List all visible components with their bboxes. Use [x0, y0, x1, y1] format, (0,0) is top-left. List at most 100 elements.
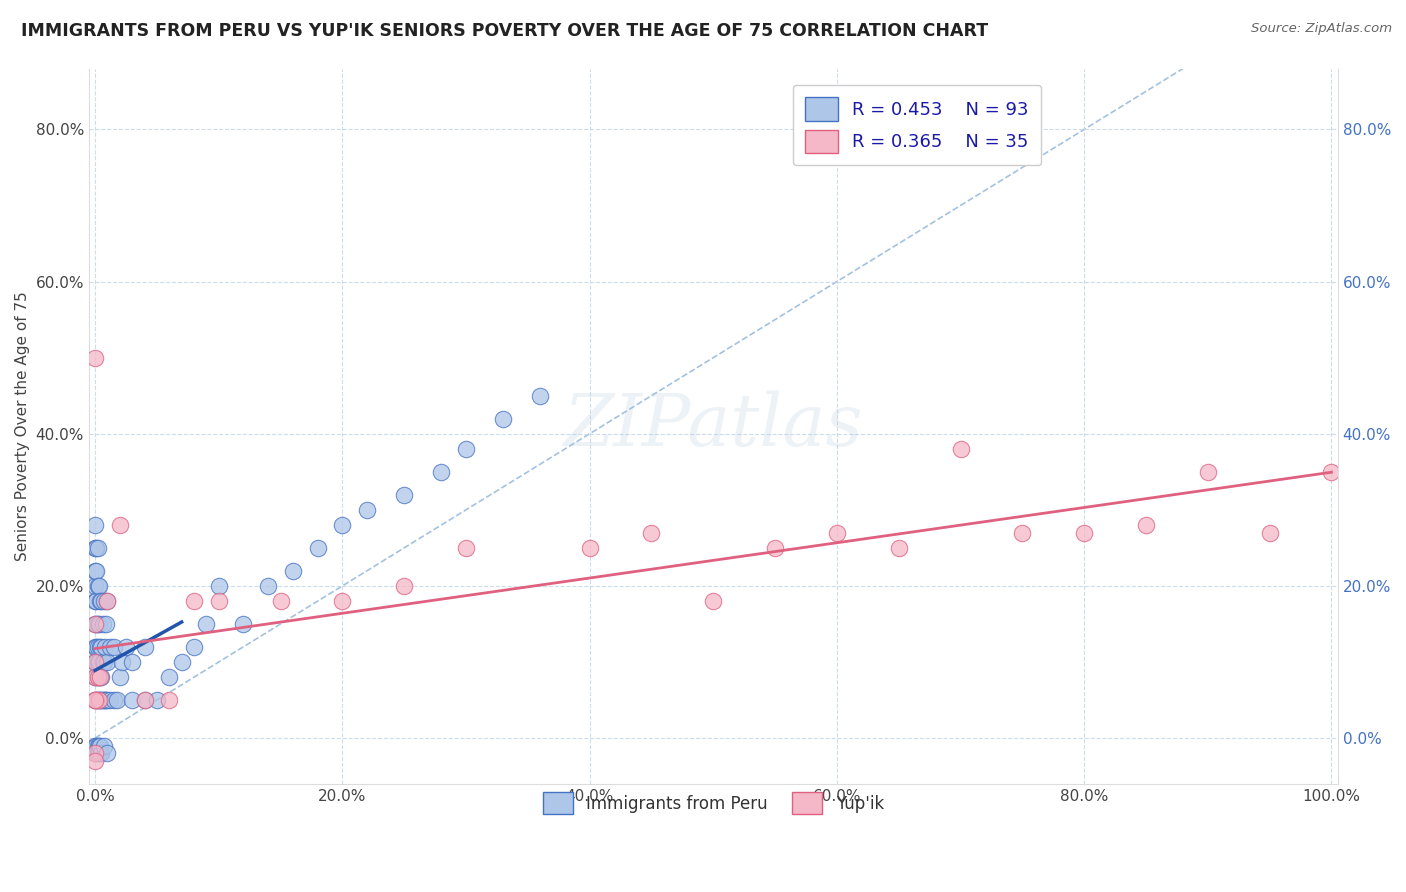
Point [87, 693, 110, 707]
Point [640, 525, 662, 540]
Point [84, 655, 107, 669]
Point [96, 747, 118, 761]
Point [702, 594, 724, 608]
Point [89, 670, 111, 684]
Point [949, 442, 972, 456]
Point [87, 579, 110, 593]
Point [84, 754, 107, 768]
Point [84, 594, 107, 608]
Point [170, 655, 193, 669]
Point [1011, 525, 1033, 540]
Point [134, 693, 156, 707]
Point [84, 518, 107, 533]
Point [86, 670, 108, 684]
Point [332, 518, 354, 533]
Point [96, 655, 118, 669]
Point [232, 616, 254, 631]
Point [157, 670, 180, 684]
Point [90, 747, 112, 761]
Point [578, 541, 600, 555]
Point [94, 693, 117, 707]
Point [454, 541, 477, 555]
Point [86, 693, 108, 707]
Point [108, 518, 131, 533]
Point [86, 670, 108, 684]
Point [98, 693, 121, 707]
Point [84, 616, 107, 631]
Point [93, 693, 115, 707]
Point [87, 747, 110, 761]
Point [87, 739, 110, 753]
Point [134, 693, 156, 707]
Point [183, 640, 205, 654]
Point [93, 594, 115, 608]
Point [89, 670, 111, 684]
Point [183, 594, 205, 608]
Point [281, 564, 304, 578]
Point [356, 503, 378, 517]
Point [332, 594, 354, 608]
Point [195, 616, 218, 631]
Point [115, 640, 138, 654]
Point [86, 739, 108, 753]
Point [1135, 518, 1157, 533]
Point [86, 693, 108, 707]
Point [84, 616, 107, 631]
Point [84, 693, 107, 707]
Point [111, 655, 134, 669]
Point [86, 594, 108, 608]
Point [86, 616, 108, 631]
Point [1320, 465, 1343, 479]
Point [93, 655, 115, 669]
Point [257, 579, 280, 593]
Point [86, 640, 108, 654]
Point [86, 616, 108, 631]
Point [90, 670, 112, 684]
Point [86, 747, 108, 761]
Point [87, 670, 110, 684]
Text: Source: ZipAtlas.com: Source: ZipAtlas.com [1251, 22, 1392, 36]
Point [86, 655, 108, 669]
Point [89, 739, 111, 753]
Point [103, 640, 125, 654]
Point [108, 670, 131, 684]
Point [887, 541, 910, 555]
Text: IMMIGRANTS FROM PERU VS YUP'IK SENIORS POVERTY OVER THE AGE OF 75 CORRELATION CH: IMMIGRANTS FROM PERU VS YUP'IK SENIORS P… [21, 22, 988, 40]
Point [86, 541, 108, 555]
Point [87, 655, 110, 669]
Point [84, 693, 107, 707]
Point [86, 739, 108, 753]
Point [121, 655, 143, 669]
Y-axis label: Seniors Poverty Over the Age of 75: Seniors Poverty Over the Age of 75 [15, 292, 30, 561]
Point [270, 594, 292, 608]
Point [1197, 465, 1219, 479]
Point [84, 640, 107, 654]
Point [84, 670, 107, 684]
Point [121, 693, 143, 707]
Point [87, 616, 110, 631]
Point [763, 541, 786, 555]
Point [93, 739, 115, 753]
Point [105, 693, 128, 707]
Point [84, 693, 107, 707]
Point [84, 579, 107, 593]
Point [84, 655, 107, 669]
Point [84, 670, 107, 684]
Point [86, 579, 108, 593]
Point [96, 594, 118, 608]
Point [89, 693, 111, 707]
Point [86, 655, 108, 669]
Point [307, 541, 329, 555]
Point [94, 640, 117, 654]
Point [89, 594, 111, 608]
Point [90, 594, 112, 608]
Point [86, 693, 108, 707]
Point [84, 747, 107, 761]
Point [98, 640, 121, 654]
Point [90, 640, 112, 654]
Point [134, 640, 156, 654]
Point [96, 616, 118, 631]
Point [91, 616, 114, 631]
Point [91, 655, 114, 669]
Point [96, 693, 118, 707]
